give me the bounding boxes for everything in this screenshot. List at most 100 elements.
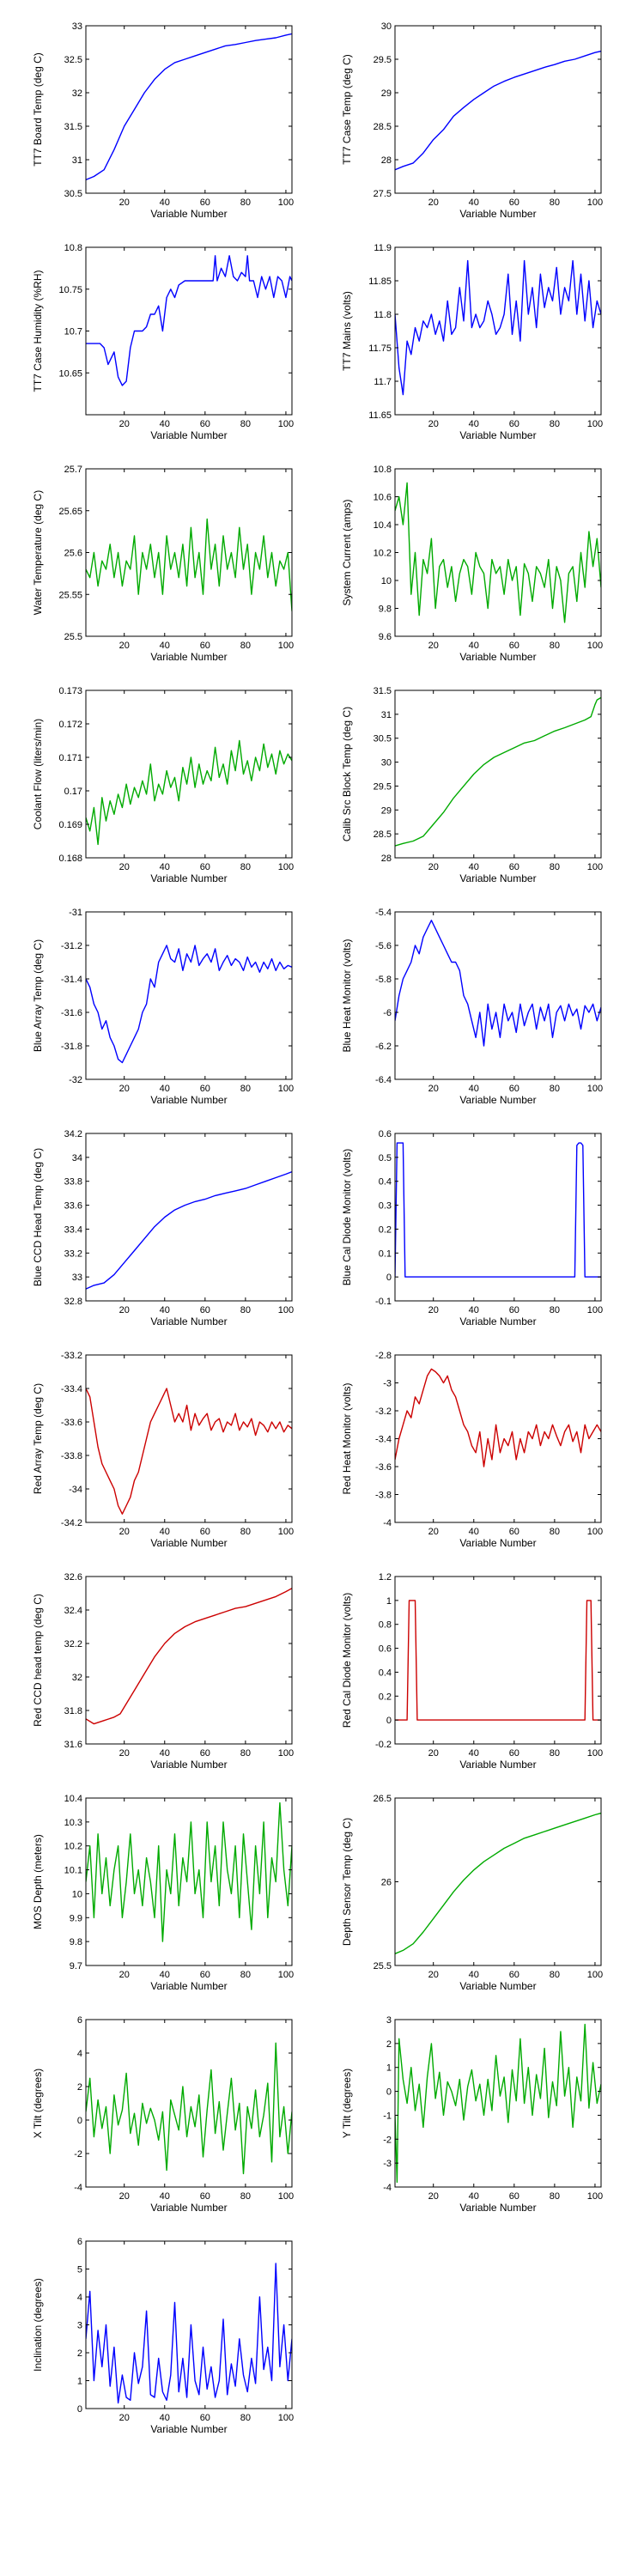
x-tick-label: 60 [509,2191,519,2202]
y-tick-label: 0 [386,2087,392,2098]
x-axis-label: Variable Number [459,1094,536,1106]
y-tick-label: -4 [74,2183,82,2193]
x-tick-label: 40 [469,2191,479,2202]
series-line [395,696,601,847]
x-tick-label: 20 [119,2413,130,2423]
axes-box [85,1354,293,1523]
x-tick-label: 80 [240,641,251,651]
y-tick-label: -31 [69,908,82,918]
x-tick-label: 100 [278,197,294,208]
y-tick-label: 10.8 [64,243,82,253]
y-tick-label: 25.65 [58,507,82,517]
series-line [86,255,292,386]
chart-panel-7: 20 40 60 80 100 0.168 0.169 0.17 0.171 0.172 0.173… [32,686,294,884]
x-axis-label: Variable Number [459,872,536,884]
y-tick-label: 31 [381,710,392,720]
x-tick-label: 20 [119,862,130,872]
y-axis-label: TT7 Mains (volts) [341,291,353,371]
axes-box [394,246,602,416]
y-tick-label: 33.2 [64,1249,82,1259]
y-tick-label: 29 [381,805,392,816]
x-tick-label: 80 [550,862,560,872]
x-tick-label: 20 [428,1748,439,1759]
x-axis-label: Variable Number [150,651,227,663]
y-tick-label: 9.8 [70,1937,82,1947]
y-tick-label: 6 [77,2015,82,2026]
axes-box [394,690,602,859]
series-line [395,2023,601,2184]
x-axis-label: Variable Number [150,872,227,884]
y-tick-label: 10.8 [374,465,392,475]
series-line [86,1588,292,1725]
y-tick-label: 9.9 [70,1913,82,1923]
x-axis-label: Variable Number [150,1315,227,1327]
y-tick-label: -3 [383,2159,392,2169]
x-tick-label: 40 [469,1305,479,1315]
chart-panel-21: 20 40 60 80 100 0 1 2 3 4 5 6 Variable Number Inclina… [32,2237,294,2435]
y-tick-label: 32.4 [64,1606,82,1616]
x-tick-label: 60 [509,1970,519,1980]
y-tick-label: 10.65 [58,368,82,379]
y-tick-label: -3.2 [375,1406,392,1417]
x-tick-label: 60 [509,197,519,208]
x-tick-label: 100 [587,1305,603,1315]
x-tick-label: 80 [240,862,251,872]
y-tick-label: -2.8 [375,1351,392,1361]
x-tick-label: 60 [200,1084,210,1094]
axes-box [394,2019,602,2188]
chart-panel-20: 20 40 60 80 100 -4 -3 -2 -1 0 1 2 3 Variable Number Y … [341,2015,603,2214]
x-tick-label: 100 [278,1527,294,1537]
y-tick-label: 0 [77,2404,82,2415]
y-tick-label: 10.1 [64,1866,82,1876]
x-tick-label: 60 [509,419,519,429]
y-axis-label: Water Temperature (deg C) [32,490,44,615]
chart-panel-4: 20 40 60 80 100 11.65 11.7 11.75 11.8 11.85 11.9 Va… [341,243,603,441]
x-tick-label: 40 [469,862,479,872]
y-tick-label: 28.5 [374,122,392,132]
x-tick-label: 80 [550,1527,560,1537]
y-tick-label: 34.2 [64,1129,82,1139]
x-tick-label: 80 [550,641,560,651]
y-tick-label: 32.5 [64,55,82,65]
chart-panel-6: 20 40 60 80 100 9.6 9.8 10 10.2 10.4 10.6 10.8 Varia… [341,465,603,663]
y-tick-label: 11.9 [374,243,392,253]
x-axis-label: Variable Number [459,2202,536,2214]
y-tick-label: 2 [386,2039,392,2050]
axes-box [85,2019,293,2188]
x-tick-label: 40 [160,641,170,651]
x-tick-label: 80 [240,1527,251,1537]
x-tick-label: 60 [200,1970,210,1980]
x-tick-label: 40 [160,1527,170,1537]
chart-panel-17: 20 40 60 80 100 9.7 9.8 9.9 10 10.1 10.2 10.3 10.4 Va… [32,1794,294,1992]
y-tick-label: 10.2 [64,1842,82,1852]
x-tick-label: 40 [160,1084,170,1094]
y-tick-label: 0.2 [379,1224,392,1235]
x-tick-label: 40 [469,1527,479,1537]
y-tick-label: -31.6 [61,1008,82,1018]
x-tick-label: 60 [200,641,210,651]
x-tick-label: 40 [160,2191,170,2202]
axes-box [394,468,602,637]
y-tick-label: 29 [381,88,392,99]
y-tick-label: 26.5 [374,1794,392,1804]
x-axis-label: Variable Number [150,208,227,220]
x-tick-label: 100 [278,1084,294,1094]
x-tick-label: 40 [469,419,479,429]
y-tick-label: -34 [69,1485,82,1495]
x-tick-label: 80 [240,197,251,208]
y-axis-label: Red Cal Diode Monitor (volts) [341,1593,353,1728]
x-tick-label: 80 [240,2413,251,2423]
axes-box [85,1576,293,1745]
y-tick-label: 34 [72,1153,82,1163]
y-tick-label: 6 [77,2237,82,2247]
x-axis-label: Variable Number [150,2202,227,2214]
chart-panel-13: 20 40 60 80 100 -34.2 -34 -33.8 -33.6 -33.4 -33.2 V… [32,1351,294,1549]
y-tick-label: 10.4 [64,1794,82,1804]
y-tick-label: 0 [386,1716,392,1726]
x-tick-label: 20 [428,1305,439,1315]
y-tick-label: 0.173 [58,686,82,696]
y-tick-label: 32.2 [64,1639,82,1649]
x-axis-label: Variable Number [150,2423,227,2435]
y-tick-label: 0.5 [379,1153,392,1163]
